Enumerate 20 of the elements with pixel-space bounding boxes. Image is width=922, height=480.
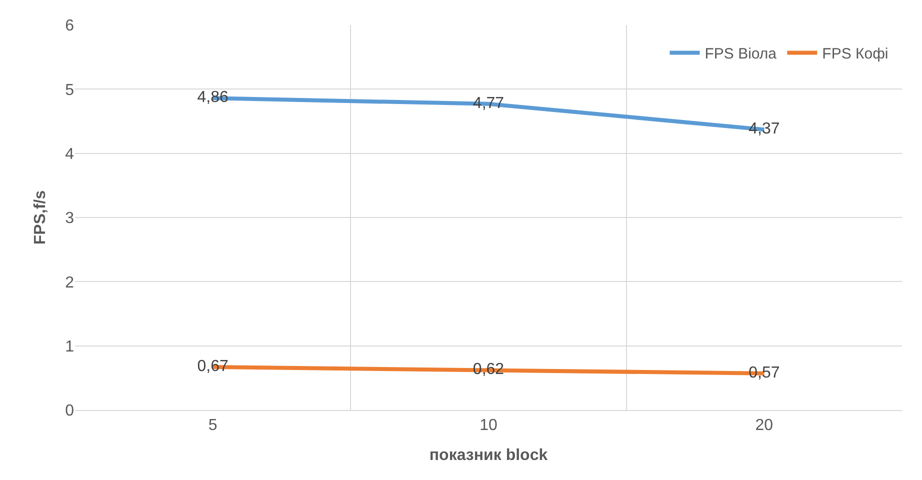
x-tick-label: 20 [755, 417, 774, 434]
data-label: 0,62 [472, 361, 504, 378]
y-tick-label: 3 [65, 210, 74, 228]
data-label: 0,57 [748, 364, 780, 382]
x-axis-title: показник block [429, 446, 548, 464]
legend-label: FPS Віола [704, 46, 778, 63]
legend-label: FPS Кофі [822, 46, 888, 63]
y-axis-title: FPS,f/s [32, 190, 49, 245]
y-tick-label: 0 [65, 402, 74, 420]
y-tick-label: 1 [65, 338, 74, 356]
y-tick-label: 6 [65, 18, 74, 35]
x-tick-label: 5 [208, 417, 218, 434]
x-tick-label: 10 [480, 417, 498, 434]
y-tick-label: 5 [65, 82, 74, 99]
data-label: 0,67 [197, 358, 228, 376]
y-tick-label: 4 [65, 146, 74, 163]
data-label: 4,77 [472, 94, 504, 112]
y-tick-label: 2 [65, 274, 74, 292]
data-label: 4,37 [748, 120, 780, 138]
data-label: 4,86 [197, 89, 228, 106]
